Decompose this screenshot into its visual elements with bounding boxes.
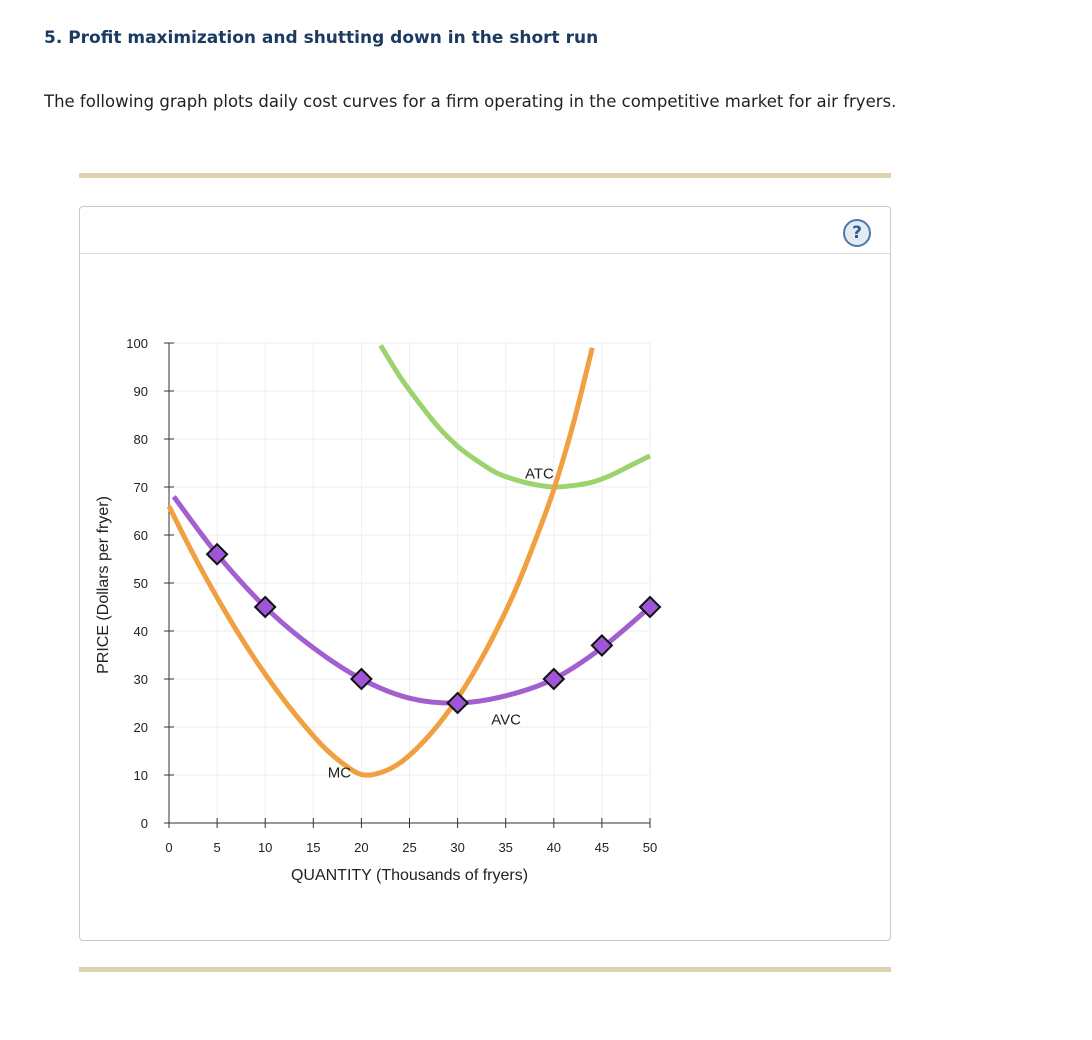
y-tick-label-100: 100	[126, 336, 148, 351]
chart-curves	[166, 344, 652, 778]
y-tick-label-40: 40	[134, 624, 148, 639]
y-tick-label-30: 30	[134, 672, 148, 687]
y-axis-title: PRICE (Dollars per fryer)	[95, 496, 112, 674]
x-tick-label-40: 40	[547, 840, 561, 855]
avc-point-marker	[542, 667, 566, 691]
x-tick-label-25: 25	[402, 840, 416, 855]
x-tick-label-5: 5	[213, 840, 220, 855]
x-tick-label-30: 30	[450, 840, 464, 855]
x-tick-label-10: 10	[258, 840, 272, 855]
bottom-divider	[79, 967, 891, 972]
y-tick-label-90: 90	[134, 384, 148, 399]
question-heading: 5. Profit maximization and shutting down…	[44, 28, 599, 48]
y-tick-label-60: 60	[134, 528, 148, 543]
y-tick-label-80: 80	[134, 432, 148, 447]
question-intro: The following graph plots daily cost cur…	[44, 92, 897, 111]
avc-point-marker	[253, 595, 277, 619]
y-tick-label-50: 50	[134, 576, 148, 591]
chart-markers	[205, 542, 662, 715]
y-tick-label-70: 70	[134, 480, 148, 495]
avc-point-marker	[590, 633, 614, 657]
chart-grid	[169, 342, 651, 823]
avc-point-marker	[205, 542, 229, 566]
y-tick-label-10: 10	[134, 768, 148, 783]
mc-curve	[166, 347, 595, 778]
chart-ticks: 0 5 10 15 20 25 30 35 40 45 50 0 10 20 30 40 50 60 70 80 90 1…	[126, 336, 657, 855]
y-tick-label-0: 0	[141, 816, 148, 831]
x-tick-label-15: 15	[306, 840, 320, 855]
atc-curve	[378, 344, 652, 490]
question-circle-icon[interactable]: ?	[843, 219, 871, 247]
chart-curve-labels: MC ATC AVC	[328, 465, 554, 781]
x-axis-title: QUANTITY (Thousands of fryers)	[291, 867, 528, 884]
top-divider	[79, 173, 891, 178]
avc-point-marker	[638, 595, 662, 619]
x-tick-label-50: 50	[643, 840, 657, 855]
avc-point-marker	[446, 691, 470, 715]
avc-label: AVC	[491, 712, 521, 729]
y-tick-label-20: 20	[134, 720, 148, 735]
avc-point-marker	[349, 667, 373, 691]
atc-label: ATC	[525, 465, 554, 482]
x-tick-label-45: 45	[595, 840, 609, 855]
x-tick-label-20: 20	[354, 840, 368, 855]
graph-panel: ?	[79, 206, 891, 941]
graph-panel-header: ?	[80, 207, 890, 254]
mc-label: MC	[328, 764, 351, 781]
x-tick-label-35: 35	[498, 840, 512, 855]
avc-curve	[171, 495, 652, 706]
x-tick-label-0: 0	[165, 840, 172, 855]
